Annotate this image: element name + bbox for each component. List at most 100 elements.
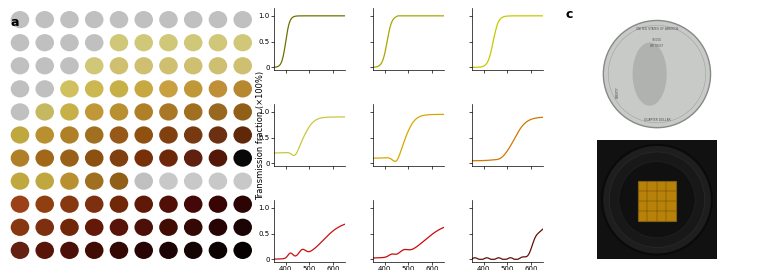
Ellipse shape	[184, 11, 202, 28]
Ellipse shape	[11, 242, 29, 259]
Ellipse shape	[85, 80, 103, 97]
Ellipse shape	[233, 103, 252, 121]
Ellipse shape	[233, 34, 252, 51]
Ellipse shape	[184, 80, 202, 97]
Ellipse shape	[159, 149, 178, 167]
Ellipse shape	[36, 11, 54, 28]
Ellipse shape	[209, 219, 227, 236]
Ellipse shape	[159, 11, 178, 28]
Ellipse shape	[36, 126, 54, 144]
Ellipse shape	[11, 11, 29, 28]
Ellipse shape	[85, 103, 103, 121]
Ellipse shape	[85, 149, 103, 167]
Ellipse shape	[209, 103, 227, 121]
Ellipse shape	[60, 173, 79, 190]
Ellipse shape	[159, 103, 178, 121]
Ellipse shape	[233, 173, 252, 190]
Ellipse shape	[36, 173, 54, 190]
Text: c: c	[565, 8, 573, 21]
Ellipse shape	[209, 173, 227, 190]
Ellipse shape	[85, 219, 103, 236]
Ellipse shape	[109, 57, 128, 75]
Ellipse shape	[60, 149, 79, 167]
Ellipse shape	[60, 34, 79, 51]
Ellipse shape	[159, 57, 178, 75]
Ellipse shape	[233, 219, 252, 236]
Ellipse shape	[159, 126, 178, 144]
Ellipse shape	[11, 173, 29, 190]
Ellipse shape	[184, 103, 202, 121]
Ellipse shape	[36, 80, 54, 97]
Ellipse shape	[184, 126, 202, 144]
Ellipse shape	[60, 242, 79, 259]
Ellipse shape	[109, 103, 128, 121]
Ellipse shape	[11, 57, 29, 75]
Ellipse shape	[60, 80, 79, 97]
Ellipse shape	[184, 242, 202, 259]
Ellipse shape	[36, 149, 54, 167]
Text: b: b	[235, 0, 244, 2]
Ellipse shape	[36, 34, 54, 51]
Ellipse shape	[135, 149, 153, 167]
Ellipse shape	[159, 195, 178, 213]
Ellipse shape	[135, 11, 153, 28]
Ellipse shape	[60, 219, 79, 236]
Ellipse shape	[36, 103, 54, 121]
Ellipse shape	[109, 195, 128, 213]
Ellipse shape	[135, 195, 153, 213]
Ellipse shape	[159, 219, 178, 236]
Ellipse shape	[85, 11, 103, 28]
Text: Transmission fraction (×100%): Transmission fraction (×100%)	[256, 70, 264, 200]
Ellipse shape	[233, 126, 252, 144]
Ellipse shape	[85, 242, 103, 259]
Ellipse shape	[11, 34, 29, 51]
Ellipse shape	[184, 57, 202, 75]
Ellipse shape	[209, 34, 227, 51]
Ellipse shape	[109, 242, 128, 259]
Ellipse shape	[109, 219, 128, 236]
Ellipse shape	[60, 103, 79, 121]
Ellipse shape	[184, 34, 202, 51]
Ellipse shape	[159, 34, 178, 51]
Ellipse shape	[85, 126, 103, 144]
Ellipse shape	[159, 173, 178, 190]
Ellipse shape	[233, 11, 252, 28]
Ellipse shape	[209, 11, 227, 28]
Ellipse shape	[135, 126, 153, 144]
Ellipse shape	[109, 149, 128, 167]
Ellipse shape	[135, 80, 153, 97]
Ellipse shape	[60, 126, 79, 144]
Ellipse shape	[109, 11, 128, 28]
Ellipse shape	[184, 149, 202, 167]
Ellipse shape	[135, 34, 153, 51]
Ellipse shape	[159, 80, 178, 97]
Ellipse shape	[135, 57, 153, 75]
Ellipse shape	[36, 195, 54, 213]
Ellipse shape	[209, 80, 227, 97]
Ellipse shape	[184, 219, 202, 236]
Ellipse shape	[85, 34, 103, 51]
Ellipse shape	[11, 149, 29, 167]
Ellipse shape	[209, 195, 227, 213]
Ellipse shape	[36, 57, 54, 75]
Ellipse shape	[233, 149, 252, 167]
Ellipse shape	[109, 126, 128, 144]
Ellipse shape	[36, 242, 54, 259]
Ellipse shape	[109, 80, 128, 97]
Ellipse shape	[60, 57, 79, 75]
Ellipse shape	[11, 195, 29, 213]
Ellipse shape	[85, 195, 103, 213]
Ellipse shape	[60, 195, 79, 213]
Text: a: a	[10, 16, 18, 29]
Ellipse shape	[184, 173, 202, 190]
Ellipse shape	[233, 242, 252, 259]
Ellipse shape	[209, 242, 227, 259]
Ellipse shape	[135, 242, 153, 259]
Ellipse shape	[233, 57, 252, 75]
Ellipse shape	[233, 80, 252, 97]
Ellipse shape	[159, 242, 178, 259]
Ellipse shape	[85, 173, 103, 190]
Ellipse shape	[209, 149, 227, 167]
Ellipse shape	[135, 173, 153, 190]
Ellipse shape	[233, 195, 252, 213]
